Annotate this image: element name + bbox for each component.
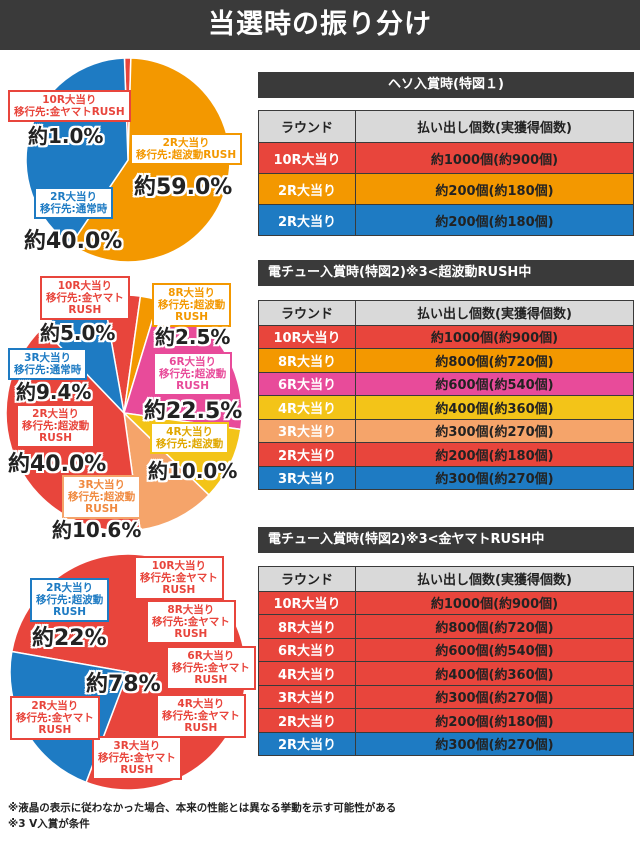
- table3-round-cell: 2R大当り: [259, 732, 356, 755]
- table3-row: 2R大当り 約300個(約270個): [259, 731, 633, 755]
- table2-row: 2R大当り 約200個(約180個): [259, 442, 633, 466]
- table2-row: 8R大当り 約800個(約720個): [259, 348, 633, 372]
- pie1-label-4r: 4R大当り 移行先:超波動: [150, 422, 230, 454]
- table2-round-cell: 6R大当り: [259, 372, 356, 395]
- table2-round-cell: 4R大当り: [259, 396, 356, 419]
- pie1-label-8r: 8R大当り 移行先:超波動 RUSH: [152, 283, 232, 327]
- table2-row: 10R大当り 約1000個(約900個): [259, 324, 633, 348]
- pie1-pct-2r: 約40.0%: [8, 452, 107, 477]
- table3-row: 6R大当り 約600個(約540個): [259, 637, 633, 661]
- pie0-label-10r: 10R大当り 移行先:金ヤマトRUSH: [8, 90, 131, 122]
- table1-col-header: 払い出し個数(実獲得個数): [417, 121, 572, 136]
- table2-col-header: ラウンド: [259, 301, 356, 325]
- table2-row: 3R大当り 約300個(約270個): [259, 465, 633, 489]
- pie0-pct-2r-chohado: 約59.0%: [134, 175, 233, 200]
- table2-payout-cell: 約1000個(約900個): [356, 325, 633, 348]
- pie1-label-3r-tsujo: 3R大当り 移行先:通常時: [8, 348, 88, 380]
- table1-col-header: ラウンド: [259, 111, 356, 142]
- table2-round-cell: 2R大当り: [259, 443, 356, 466]
- table2-payout-cell: 約400個(約360個): [356, 396, 633, 419]
- table2-payout-cell: 約200個(約180個): [356, 443, 633, 466]
- table3-payout-cell: 約800個(約720個): [356, 615, 633, 638]
- pie1-pct-6r: 約22.5%: [144, 399, 243, 424]
- pie1-pct-10r: 約5.0%: [40, 321, 116, 345]
- table2-row: 4R大当り 約400個(約360個): [259, 395, 633, 419]
- table1-round-cell: 2R大当り: [259, 205, 356, 235]
- table1-header: ヘソ入賞時(特図１): [258, 72, 634, 98]
- table3-payout-cell: 約1000個(約900個): [356, 591, 633, 614]
- table3-round-cell: 3R大当り: [259, 685, 356, 708]
- table2: ラウンド 払い出し個数(実獲得個数) 10R大当り 約1000個(約900個) 8R大当…: [258, 300, 634, 490]
- pie1-label-10r: 10R大当り 移行先:金ヤマト RUSH: [40, 276, 130, 320]
- table1-round-cell: 10R大当り: [259, 143, 356, 173]
- pie1-pct-4r: 約10.0%: [148, 459, 238, 483]
- pie2-sublabel-8r: 8R大当り 移行先:金ヤマト RUSH: [146, 600, 236, 644]
- table2-head-row: ラウンド 払い出し個数(実獲得個数): [259, 301, 633, 325]
- table1-row: 10R大当り 約1000個(約900個): [259, 142, 633, 173]
- table2-payout-cell: 約800個(約720個): [356, 349, 633, 372]
- table1-payout-cell: 約1000個(約900個): [356, 143, 633, 173]
- table3-round-cell: 6R大当り: [259, 638, 356, 661]
- table2-round-cell: 10R大当り: [259, 325, 356, 348]
- table1-payout-cell: 約200個(約180個): [356, 174, 633, 204]
- table2-row: 3R大当り 約300個(約270個): [259, 418, 633, 442]
- table3-row: 4R大当り 約400個(約360個): [259, 661, 633, 685]
- table3-round-cell: 10R大当り: [259, 591, 356, 614]
- table2-row: 6R大当り 約600個(約540個): [259, 371, 633, 395]
- pie2-pct-kinyamato: 約78%: [86, 672, 161, 697]
- table3-head-row: ラウンド 払い出し個数(実獲得個数): [259, 567, 633, 591]
- pie2-label-2r-chohado: 2R大当り 移行先:超波動 RUSH: [30, 578, 110, 622]
- table3-header: 電チュー入賞時(特図2)※3<金ヤマトRUSH中: [258, 527, 634, 553]
- table3-round-cell: 4R大当り: [259, 662, 356, 685]
- footnote-1: ※液晶の表示に従わなかった場合、本来の性能とは異なる挙動を示す可能性がある: [8, 802, 397, 814]
- pie2-sublabel-4r: 4R大当り 移行先:金ヤマト RUSH: [156, 694, 246, 738]
- table3-col-header: 払い出し個数(実獲得個数): [417, 573, 572, 589]
- table3-row: 10R大当り 約1000個(約900個): [259, 590, 633, 614]
- pie2-sublabel-3r: 3R大当り 移行先:金ヤマト RUSH: [92, 736, 182, 780]
- pie1-pct-8r: 約2.5%: [155, 325, 231, 349]
- pie0-pct-2r-tsujo: 約40.0%: [24, 229, 123, 254]
- table1-head-row: ラウンド 払い出し個数(実獲得個数): [259, 111, 633, 142]
- table3-row: 3R大当り 約300個(約270個): [259, 684, 633, 708]
- table2-col-header: 払い出し個数(実獲得個数): [417, 307, 572, 323]
- table3-round-cell: 2R大当り: [259, 709, 356, 732]
- table3-col-header: ラウンド: [259, 567, 356, 591]
- pie1-label-6r: 6R大当り 移行先:超波動 RUSH: [153, 352, 233, 396]
- pie2-sublabel-6r: 6R大当り 移行先:金ヤマト RUSH: [166, 646, 256, 690]
- table3-payout-cell: 約200個(約180個): [356, 709, 633, 732]
- pie1-slice-4: [122, 410, 210, 531]
- pie1-label-3r-chohado: 3R大当り 移行先:超波動 RUSH: [62, 475, 142, 519]
- page-title: 当選時の振り分け: [0, 0, 640, 50]
- pie0-label-2r-chohado: 2R大当り 移行先:超波動RUSH: [130, 133, 243, 165]
- pie1-pct-3r-tsujo: 約9.4%: [16, 380, 92, 404]
- footnote-2: ※3 V入賞が条件: [8, 818, 90, 830]
- table1-payout-cell: 約200個(約180個): [356, 205, 633, 235]
- pie0-label-2r-tsujo: 2R大当り 移行先:通常時: [34, 187, 114, 219]
- table3-payout-cell: 約600個(約540個): [356, 638, 633, 661]
- table3-payout-cell: 約300個(約270個): [356, 732, 633, 755]
- table2-header: 電チュー入賞時(特図2)※3<超波動RUSH中: [258, 260, 634, 286]
- table3-round-cell: 8R大当り: [259, 615, 356, 638]
- table3-payout-cell: 約300個(約270個): [356, 685, 633, 708]
- pie1-label-2r: 2R大当り 移行先:超波動 RUSH: [16, 404, 96, 448]
- pie0-pct-10r: 約1.0%: [28, 124, 104, 148]
- pie2-sublabel-2r: 2R大当り 移行先:金ヤマト RUSH: [10, 696, 100, 740]
- table3-payout-cell: 約400個(約360個): [356, 662, 633, 685]
- table1: ラウンド 払い出し個数(実獲得個数) 10R大当り 約1000個(約900個) 2R大当…: [258, 110, 634, 236]
- table2-payout-cell: 約600個(約540個): [356, 372, 633, 395]
- table2-payout-cell: 約300個(約270個): [356, 466, 633, 489]
- table3-row: 8R大当り 約800個(約720個): [259, 614, 633, 638]
- table1-round-cell: 2R大当り: [259, 174, 356, 204]
- table3: ラウンド 払い出し個数(実獲得個数) 10R大当り 約1000個(約900個) 8R大当…: [258, 566, 634, 756]
- table1-row: 2R大当り 約200個(約180個): [259, 204, 633, 235]
- table1-row: 2R大当り 約200個(約180個): [259, 173, 633, 204]
- table2-payout-cell: 約300個(約270個): [356, 419, 633, 442]
- pie2-sublabel-10r: 10R大当り 移行先:金ヤマト RUSH: [134, 556, 224, 600]
- pie2-pct-2r-chohado: 約22%: [32, 626, 107, 651]
- pie1-pct-3r-chohado: 約10.6%: [52, 518, 142, 542]
- table2-round-cell: 8R大当り: [259, 349, 356, 372]
- table2-round-cell: 3R大当り: [259, 419, 356, 442]
- table2-round-cell: 3R大当り: [259, 466, 356, 489]
- table3-row: 2R大当り 約200個(約180個): [259, 708, 633, 732]
